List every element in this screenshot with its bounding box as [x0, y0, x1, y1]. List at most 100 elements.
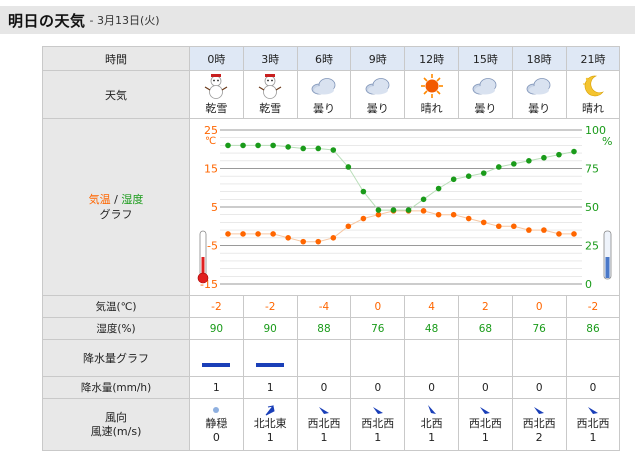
weather-text: 乾雪	[259, 102, 282, 115]
temp-point	[330, 235, 337, 241]
humidity-point	[360, 188, 367, 195]
temp-value: -2	[189, 295, 244, 318]
humidity-value: 76	[350, 317, 406, 340]
temp-point	[285, 235, 291, 241]
wind-cell: 西北西 1	[457, 398, 513, 451]
temp-point	[375, 211, 382, 218]
humidity-row-label: 湿度(%)	[42, 317, 190, 340]
temp-value: -2	[242, 295, 298, 318]
time-cell: 21時	[565, 46, 621, 71]
humidity-point	[420, 196, 427, 203]
temp-tick-label: 5	[211, 201, 218, 214]
temp-point	[435, 211, 442, 218]
graph-label-temp: 気温	[88, 193, 111, 206]
rain-value: 0	[296, 376, 352, 399]
rain-graph-cell	[242, 339, 298, 377]
wind-direction: 北西	[420, 417, 443, 430]
rain-bar	[256, 363, 285, 367]
temp-point	[360, 215, 367, 222]
time-cell: 0時	[189, 46, 244, 71]
wind-direction: 西北西	[361, 417, 395, 430]
humidity-point	[285, 144, 291, 150]
wind-cell: 西北西 1	[350, 398, 406, 451]
temp-humidity-chart: 25 15 5 -5 -15 100 75 50 25 0 ℃%	[188, 118, 621, 296]
humidity-point	[435, 185, 442, 192]
sun-icon	[417, 73, 447, 99]
humidity-point	[450, 176, 457, 183]
wind-direction: 西北西	[468, 417, 502, 430]
graph-label-humidity: 湿度	[121, 193, 144, 206]
weather-cell: 曇り	[457, 70, 513, 119]
temp-point	[420, 208, 427, 214]
rain-value: 0	[457, 376, 513, 399]
rain-graph-cell	[565, 339, 621, 377]
temp-point	[571, 231, 577, 237]
time-row-label: 時間	[42, 46, 190, 71]
moon-icon	[578, 73, 608, 99]
weather-text: 曇り	[474, 102, 497, 115]
temp-value: 0	[350, 295, 406, 318]
temp-point	[255, 231, 261, 237]
wind-cell: 北西 1	[404, 398, 459, 451]
weather-cell: 曇り	[350, 70, 406, 119]
rain-value: 1	[189, 376, 244, 399]
temp-point	[315, 238, 322, 245]
weather-cell: 乾雪	[242, 70, 298, 119]
rain-bar	[202, 363, 231, 367]
rain-graph-cell	[296, 339, 352, 377]
wind-direction: 西北西	[307, 417, 341, 430]
wind-direction: 西北西	[522, 417, 556, 430]
rain-value: 1	[242, 376, 298, 399]
forecast-title: 明日の天気	[8, 11, 86, 30]
humidity-value: 68	[457, 317, 513, 340]
forecast-title-bar: 明日の天気 - 3月13日(火)	[0, 6, 635, 34]
humidity-point	[345, 164, 352, 170]
wind-speed: 1	[589, 431, 597, 444]
rain-graph-cell	[457, 339, 513, 377]
forecast-date: - 3月13日(火)	[89, 14, 160, 27]
temp-point	[300, 238, 307, 245]
temp-value: -2	[565, 295, 621, 318]
humidity-point	[571, 148, 577, 155]
weather-text: 曇り	[366, 102, 389, 115]
temp-row-label: 気温(℃)	[42, 295, 190, 318]
humidity-line	[228, 144, 575, 211]
humidity-tick-label: 0	[585, 278, 592, 291]
wind-cell: 西北西 1	[296, 398, 352, 451]
temp-unit-label: ℃	[205, 136, 216, 147]
arrow-wnw-icon	[532, 404, 546, 416]
wind-speed: 1	[428, 431, 436, 444]
humidity-tick-label: 75	[585, 163, 599, 176]
graph-label-graph: グラフ	[99, 208, 133, 221]
temp-point	[345, 223, 352, 230]
temp-point	[225, 231, 231, 237]
temp-point	[240, 231, 246, 237]
wind-speed: 1	[266, 431, 274, 444]
humidity-point	[270, 142, 276, 149]
humidity-value: 90	[189, 317, 244, 340]
temp-value: 2	[457, 295, 513, 318]
weather-cell: 晴れ	[565, 70, 621, 119]
humidity-point	[225, 142, 231, 149]
wind-speed: 1	[320, 431, 328, 444]
humidity-value: 90	[242, 317, 298, 340]
wind-direction: 北北東	[253, 417, 287, 430]
humidity-unit-label: %	[602, 135, 612, 148]
humidity-point	[465, 173, 472, 179]
humidity-point	[556, 151, 562, 158]
wind-direction: 静穏	[205, 417, 228, 430]
humidity-tick-label: 50	[585, 201, 599, 214]
temp-tick-label: -5	[207, 240, 218, 253]
cloud-icon	[470, 73, 500, 99]
rain-graph-cell	[404, 339, 459, 377]
arrow-wnw-icon	[317, 404, 331, 416]
wind-speed: 1	[481, 431, 489, 444]
rain-graph-row-label: 降水量グラフ	[42, 339, 190, 377]
temp-line	[228, 210, 574, 243]
weather-text: 曇り	[312, 102, 335, 115]
temp-point	[465, 215, 472, 222]
humidity-value: 48	[404, 317, 459, 340]
weather-text: 晴れ	[581, 102, 604, 115]
humidity-value: 76	[511, 317, 567, 340]
time-cell: 3時	[242, 46, 298, 71]
